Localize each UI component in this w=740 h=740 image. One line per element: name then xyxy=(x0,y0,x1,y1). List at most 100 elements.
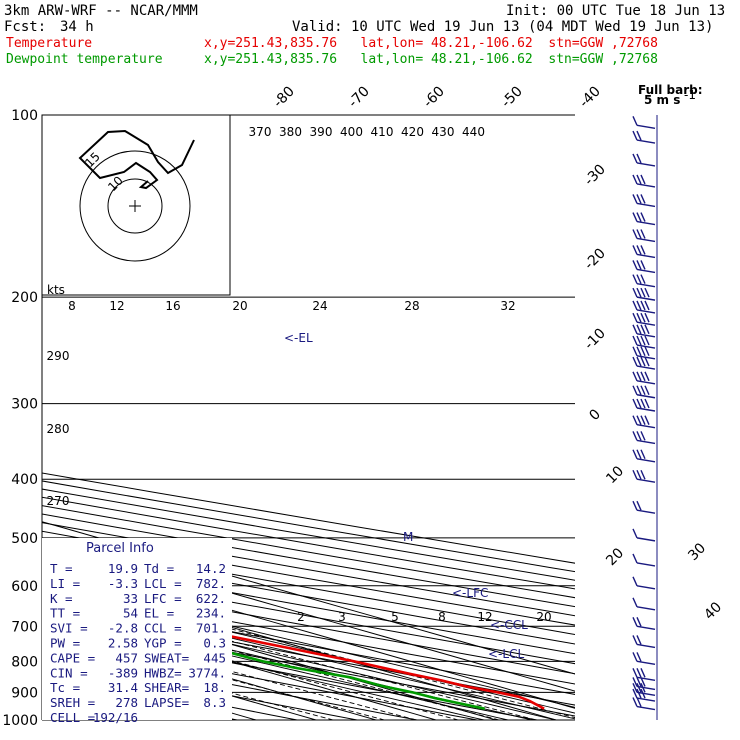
wind-barb-flag xyxy=(640,335,646,346)
theta-label: 420 xyxy=(401,125,424,139)
theta-left-label: 270 xyxy=(47,494,70,508)
wind-barb-staff xyxy=(636,676,656,681)
parcel-value: 622. xyxy=(196,591,226,606)
parcel-value: 3774. xyxy=(188,665,226,680)
wind-barb-flag xyxy=(632,346,638,357)
wind-barb-staff xyxy=(636,268,656,274)
parcel-value: 278 xyxy=(115,695,138,710)
hodograph-axis-label: 20 xyxy=(232,299,247,313)
wind-barb xyxy=(632,174,656,188)
wind-barb-flag xyxy=(644,356,650,367)
isotherm-right-label: 40 xyxy=(701,599,725,623)
wind-barb-flag xyxy=(636,229,642,239)
wind-barb xyxy=(632,371,656,385)
wind-barb-flag xyxy=(632,385,638,396)
wind-barb-flag xyxy=(636,617,642,627)
wind-barb xyxy=(632,287,656,301)
wind-barb-flag xyxy=(640,300,646,311)
wind-barb-staff xyxy=(636,333,656,338)
theta-label: 390 xyxy=(310,125,333,139)
wind-barb-flag xyxy=(632,668,638,678)
pressure-label: 200 xyxy=(11,290,38,306)
model-title: 3km ARW-WRF -- NCAR/MMM xyxy=(4,3,198,19)
parcel-info-background xyxy=(42,538,232,720)
wind-barb-staff xyxy=(636,282,656,288)
wind-barb-flag xyxy=(636,130,642,141)
parcel-label: PW = xyxy=(50,636,80,651)
wind-barb-flag xyxy=(636,449,642,460)
wind-barb-flag xyxy=(644,324,650,335)
wind-barb-staff xyxy=(636,439,656,445)
wind-barb-flag xyxy=(636,312,642,323)
wind-barb-flag xyxy=(632,260,638,270)
theta-label: 400 xyxy=(340,125,363,139)
wind-barb-flag xyxy=(636,677,642,687)
parcel-label: Tc = xyxy=(50,680,80,695)
wind-barb-staff xyxy=(636,344,656,349)
wind-barb-flag xyxy=(632,683,638,693)
wind-barb-flag xyxy=(636,212,642,222)
wind-barb-flag xyxy=(636,652,642,662)
barb-key-title: Full barb: xyxy=(638,83,703,97)
wind-barb-staff xyxy=(636,423,656,429)
wind-barb-flag xyxy=(640,212,646,222)
wind-barb xyxy=(632,677,656,691)
wind-barb xyxy=(632,245,656,259)
parcel-value: 457 xyxy=(115,650,138,665)
m-marker: M xyxy=(403,530,413,544)
parcel-value: 31.4 xyxy=(108,680,138,695)
hodograph-axis-label: 8 xyxy=(68,299,76,313)
wind-barb xyxy=(632,153,656,167)
wind-barb-flag xyxy=(636,245,642,255)
wind-barb xyxy=(632,431,656,445)
wind-barb-flag xyxy=(640,469,646,480)
wind-barb xyxy=(632,260,656,274)
wind-barb-flag xyxy=(632,449,638,460)
isotherm-top-label: -50 xyxy=(498,83,525,110)
wind-barb-staff xyxy=(636,643,656,649)
dry-adiabat-line xyxy=(42,505,575,599)
wind-barb-flag xyxy=(632,635,638,645)
wind-barb-flag xyxy=(636,194,642,204)
mixing-ratio-label: 5 xyxy=(391,610,399,624)
mixing-ratio-label: 12 xyxy=(477,610,492,624)
wind-barb-flag xyxy=(632,576,638,587)
parcel-value: -2.8 xyxy=(108,621,138,636)
wind-barb xyxy=(632,668,656,681)
wind-barb-staff xyxy=(636,139,656,144)
wind-barb-flag xyxy=(632,212,638,222)
wind-barb-flag xyxy=(636,324,642,335)
wind-barb-staff xyxy=(636,606,656,611)
parcel-value: -3.3 xyxy=(108,576,138,591)
wind-barb xyxy=(632,697,656,711)
pressure-label: 500 xyxy=(11,531,38,547)
wind-barb-flag xyxy=(640,287,646,298)
wind-barb-flag xyxy=(644,415,650,425)
theta-label: 370 xyxy=(249,125,272,139)
wind-barb xyxy=(632,500,656,514)
parcel-value: 0.3 xyxy=(203,636,226,651)
temperature-legend-label: Temperature xyxy=(6,36,92,51)
parcel-value: -389 xyxy=(108,665,138,680)
dry-adiabat-line xyxy=(42,472,575,564)
wind-barb-flag xyxy=(636,274,642,284)
wind-barb-flag xyxy=(632,677,638,687)
wind-barb xyxy=(632,469,656,483)
hodograph-ring xyxy=(79,150,191,262)
parcel-value: 192/16 xyxy=(93,710,138,725)
wind-barb-flag xyxy=(632,274,638,284)
parcel-label: T = xyxy=(50,561,73,576)
parcel-value: 2.58 xyxy=(108,636,138,651)
wind-barb-flag xyxy=(644,312,650,323)
el-marker: <-EL xyxy=(284,331,313,345)
parcel-label: CAPE = xyxy=(50,650,95,665)
valid-time: Valid: 10 UTC Wed 19 Jun 13 (04 MDT Wed … xyxy=(292,19,713,35)
parcel-label: CCL = xyxy=(144,621,182,636)
wind-barb-staff xyxy=(636,625,656,630)
wind-barb-flag xyxy=(632,652,638,662)
hodograph-axis-label: 28 xyxy=(404,299,419,313)
parcel-label: EL = xyxy=(144,606,174,621)
sounding-curves xyxy=(42,595,545,710)
wind-barb-flag xyxy=(636,697,642,707)
wind-barb-flag xyxy=(632,597,638,608)
